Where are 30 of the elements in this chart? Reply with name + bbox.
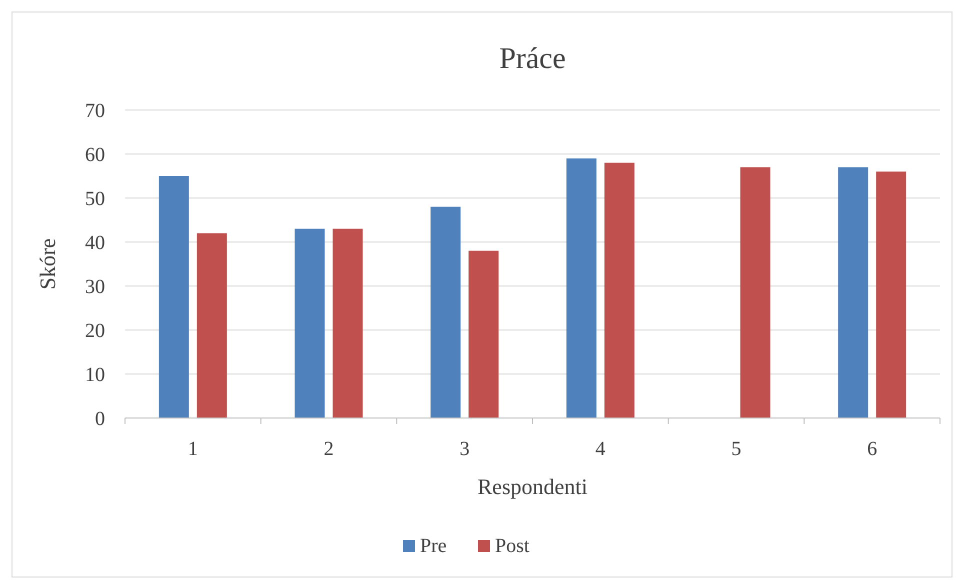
bar [294,228,325,418]
x-tick-label: 2 [324,438,334,460]
y-tick-label: 70 [85,100,105,122]
y-tick-label: 40 [85,232,105,254]
y-tick-label: 0 [95,408,105,430]
y-tick-label: 10 [85,364,105,386]
legend-label: Post [495,535,530,557]
bar [332,228,363,418]
bar [740,167,770,418]
y-tick-label: 30 [85,276,105,298]
x-axis-title: Respondenti [478,474,588,499]
bar [566,158,596,418]
bar [430,206,461,418]
y-tick-label: 50 [85,188,105,210]
x-tick-label: 3 [460,438,470,460]
y-axis-title: Skóre [35,238,60,290]
x-tick-label: 5 [731,438,742,460]
bar [158,176,189,418]
legend-label: Pre [420,535,447,557]
y-tick-label: 20 [85,320,105,342]
bar [196,233,227,418]
bar [838,167,868,418]
x-tick-label: 4 [595,438,606,460]
bar [604,162,634,418]
chart-title: Práce [499,42,566,75]
bar [876,172,906,418]
x-tick-label: 6 [867,438,878,460]
bar [468,250,499,418]
x-tick-label: 1 [188,438,198,460]
y-tick-label: 60 [85,144,105,166]
